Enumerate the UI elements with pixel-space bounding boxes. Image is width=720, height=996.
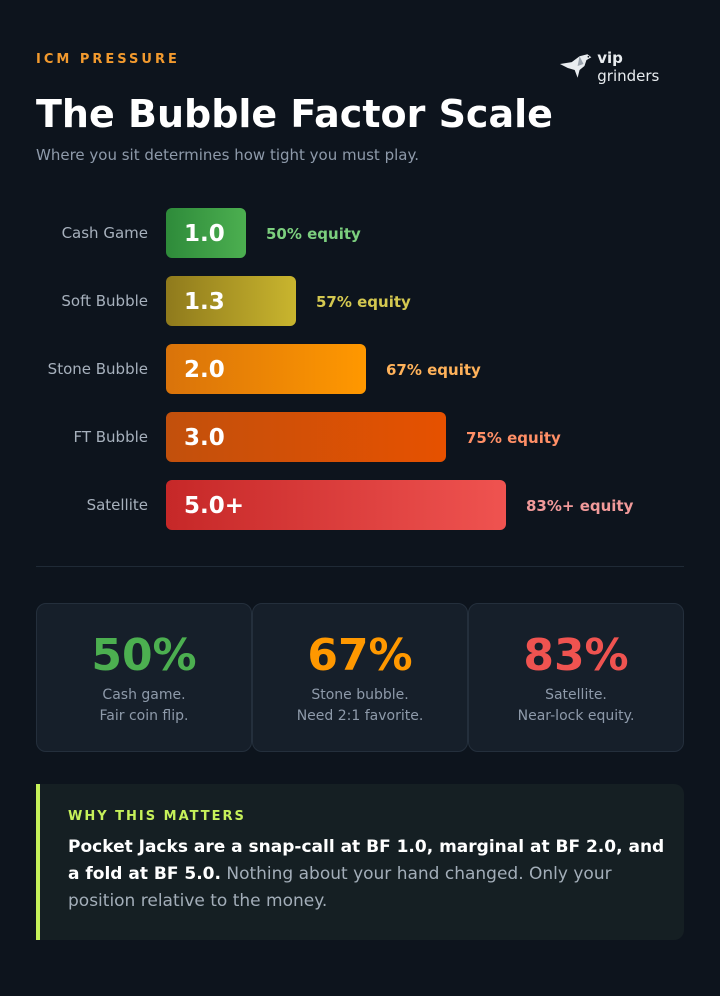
page-subtitle: Where you sit determines how tight you m… <box>36 146 419 164</box>
bar-value-label: 5.0+ <box>184 493 244 519</box>
logo-strong: vip <box>597 49 623 67</box>
why-this-matters-callout: WHY THIS MATTERS Pocket Jacks are a snap… <box>36 784 684 940</box>
stat-line-2: Fair coin flip. <box>99 708 189 724</box>
equity-annotation: 67% equity <box>386 361 481 379</box>
divider <box>36 566 684 567</box>
stat-value: 67% <box>307 630 413 681</box>
callout-text: Pocket Jacks are a snap-call at BF 1.0, … <box>68 834 668 915</box>
equity-annotation: 57% equity <box>316 293 411 311</box>
bubble-factor-chart: Cash Game 1.0 50% equity Soft Bubble 1.3 57% … <box>48 208 634 530</box>
stat-card-cash: 50% Cash game. Fair coin flip. <box>36 603 252 752</box>
stat-value: 83% <box>523 630 629 681</box>
kicker: ICM PRESSURE <box>36 52 180 67</box>
bar <box>166 276 296 326</box>
callout-label: WHY THIS MATTERS <box>68 809 246 824</box>
equity-annotation: 75% equity <box>466 429 561 447</box>
bar <box>166 208 246 258</box>
equity-annotation: 83%+ equity <box>526 497 634 515</box>
page-title: The Bubble Factor Scale <box>36 92 553 136</box>
callout-rest-text: Nothing about your hand changed. Only yo… <box>68 864 612 911</box>
category-label: Soft Bubble <box>61 292 148 310</box>
category-label: Stone Bubble <box>48 360 148 378</box>
bar <box>166 412 446 462</box>
category-label: Satellite <box>87 496 148 514</box>
bar-value-label: 3.0 <box>184 425 225 451</box>
bar-value-label: 1.0 <box>184 221 225 247</box>
logo-text: grinders <box>597 67 660 85</box>
brand-logo[interactable]: vip grinders <box>558 49 688 85</box>
category-label: FT Bubble <box>73 428 148 446</box>
stat-line-1: Stone bubble. <box>311 687 409 703</box>
stat-line-1: Satellite. <box>545 687 607 703</box>
stat-line-1: Cash game. <box>102 687 186 703</box>
bar <box>166 344 366 394</box>
stat-line-2: Need 2:1 favorite. <box>296 708 424 724</box>
stat-line-2: Near-lock equity. <box>517 708 635 724</box>
category-label: Cash Game <box>62 224 148 242</box>
stat-value: 50% <box>91 630 197 681</box>
bar <box>166 480 506 530</box>
stat-card-satellite: 83% Satellite. Near-lock equity. <box>468 603 684 752</box>
bird-logo-icon <box>559 54 592 78</box>
stat-card-stone: 67% Stone bubble. Need 2:1 favorite. <box>252 603 468 752</box>
bar-value-label: 1.3 <box>184 289 225 315</box>
callout-bold-text: Pocket Jacks are a snap-call at BF 1.0, … <box>68 837 665 884</box>
bar-value-label: 2.0 <box>184 357 225 383</box>
equity-annotation: 50% equity <box>266 225 361 243</box>
